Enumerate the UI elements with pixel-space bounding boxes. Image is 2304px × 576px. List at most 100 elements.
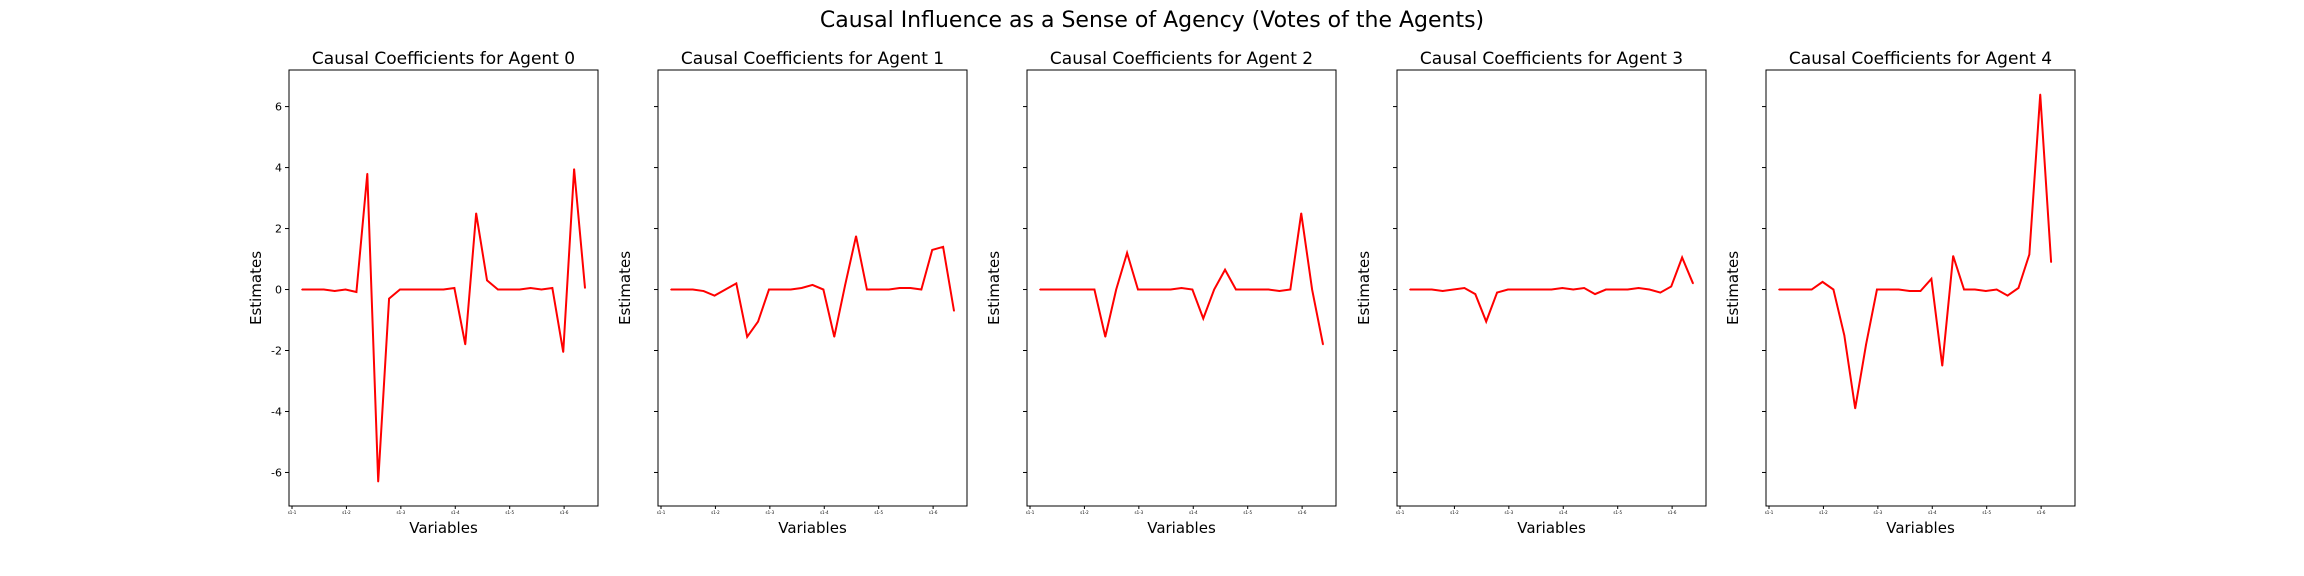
data-point-0: [333, 290, 336, 292]
x-tick-label: s1-6: [2037, 510, 2046, 515]
data-point-0: [529, 287, 532, 289]
data-point-3: [1583, 287, 1585, 289]
data-point-0: [420, 288, 423, 291]
x-tick-label: s1-4: [451, 510, 460, 515]
data-point-3: [1463, 287, 1466, 289]
data-point-2: [1322, 343, 1324, 346]
data-point-2: [1126, 252, 1128, 254]
data-point-0: [388, 297, 390, 300]
data-point-1: [909, 287, 912, 289]
data-point-3: [1605, 288, 1607, 291]
x-tick-label: s1-6: [929, 510, 938, 515]
data-point-4: [1897, 288, 1900, 291]
data-point-4: [1832, 288, 1835, 291]
data-point-1: [887, 288, 890, 291]
data-point-4: [1821, 281, 1824, 283]
x-axis-label-1: Variables: [778, 519, 847, 537]
x-tick-label: s1-1: [288, 510, 297, 515]
data-point-1: [898, 287, 901, 289]
data-point-2: [1289, 288, 1292, 291]
data-point-0: [540, 288, 543, 291]
data-point-2: [1082, 288, 1085, 291]
data-point-3: [1681, 256, 1683, 259]
data-point-3: [1670, 285, 1673, 288]
series-line-1: [671, 235, 955, 340]
y-tick-label: 0: [275, 284, 282, 297]
panel-title-2: Causal Coefficients for Agent 2: [1050, 49, 1313, 69]
x-axis-label-0: Variables: [409, 519, 478, 537]
data-point-0: [486, 279, 488, 282]
data-point-0: [508, 288, 510, 291]
y-tick-label: -6: [271, 466, 282, 479]
data-point-2: [1104, 335, 1107, 338]
x-tick-label: s1-6: [560, 510, 569, 515]
data-point-1: [757, 320, 759, 323]
y-axis-label-1: Estimates: [616, 251, 634, 325]
data-point-2: [1213, 288, 1215, 291]
data-point-1: [953, 310, 955, 312]
data-point-4: [2017, 287, 2020, 289]
x-tick-label: s1-2: [342, 510, 351, 515]
data-point-3: [1648, 288, 1651, 291]
x-tick-label: s1-6: [1298, 510, 1307, 515]
data-point-0: [410, 288, 412, 291]
data-point-1: [713, 294, 716, 297]
data-point-3: [1550, 288, 1553, 291]
data-point-0: [442, 288, 445, 291]
data-point-0: [322, 288, 325, 291]
data-point-3: [1637, 287, 1640, 289]
data-point-3: [1441, 290, 1444, 292]
figure-title: Causal Influence as a Sense of Agency (V…: [819, 8, 1485, 33]
y-axis-label-4: Estimates: [1724, 251, 1742, 325]
data-point-2: [1311, 288, 1313, 291]
y-tick-label: -2: [271, 345, 282, 358]
data-point-2: [1148, 288, 1150, 291]
data-point-0: [475, 212, 477, 215]
x-tick-label: s1-5: [1613, 510, 1622, 515]
data-point-2: [1093, 288, 1096, 291]
x-tick-label: s1-2: [1819, 510, 1828, 515]
data-point-3: [1496, 291, 1498, 294]
data-point-0: [431, 288, 434, 291]
data-point-0: [464, 343, 467, 346]
data-point-4: [2028, 253, 2031, 256]
axes-frame-4: [1765, 69, 2076, 507]
series-line-4: [1779, 94, 2053, 409]
data-point-2: [1256, 288, 1259, 291]
x-axis-label-4: Variables: [1886, 519, 1955, 537]
y-tick-label: 6: [275, 101, 282, 114]
data-point-0: [344, 288, 347, 291]
data-point-4: [1789, 288, 1791, 291]
data-point-1: [691, 288, 694, 291]
data-point-3: [1452, 288, 1455, 291]
panel-title-0: Causal Coefficients for Agent 0: [312, 49, 575, 69]
data-point-0: [453, 287, 456, 289]
data-point-3: [1692, 282, 1694, 285]
x-tick-label: s1-1: [1396, 510, 1405, 515]
x-tick-label: s1-6: [1668, 510, 1677, 515]
axes-frame-3: [1396, 69, 1707, 507]
data-point-4: [1985, 290, 1987, 292]
data-point-4: [2039, 93, 2042, 96]
data-point-1: [702, 290, 705, 292]
x-tick-label: s1-3: [1505, 510, 1514, 515]
panel-title-4: Causal Coefficients for Agent 4: [1789, 49, 2052, 69]
data-point-2: [1071, 288, 1074, 291]
data-point-2: [1191, 288, 1194, 291]
data-point-0: [377, 480, 379, 483]
data-point-1: [681, 288, 683, 291]
data-point-1: [811, 284, 814, 286]
data-point-1: [768, 288, 770, 291]
data-point-1: [735, 282, 738, 285]
x-tick-label: s1-1: [657, 510, 666, 515]
data-point-4: [1941, 364, 1944, 367]
data-point-2: [1180, 287, 1183, 289]
data-point-3: [1594, 293, 1596, 295]
data-point-0: [518, 288, 521, 291]
x-tick-label: s1-2: [1080, 510, 1089, 515]
axes-frame-1: [657, 69, 968, 507]
data-point-4: [1974, 288, 1976, 291]
x-axis-label-3: Variables: [1517, 519, 1586, 537]
data-point-1: [877, 288, 879, 291]
